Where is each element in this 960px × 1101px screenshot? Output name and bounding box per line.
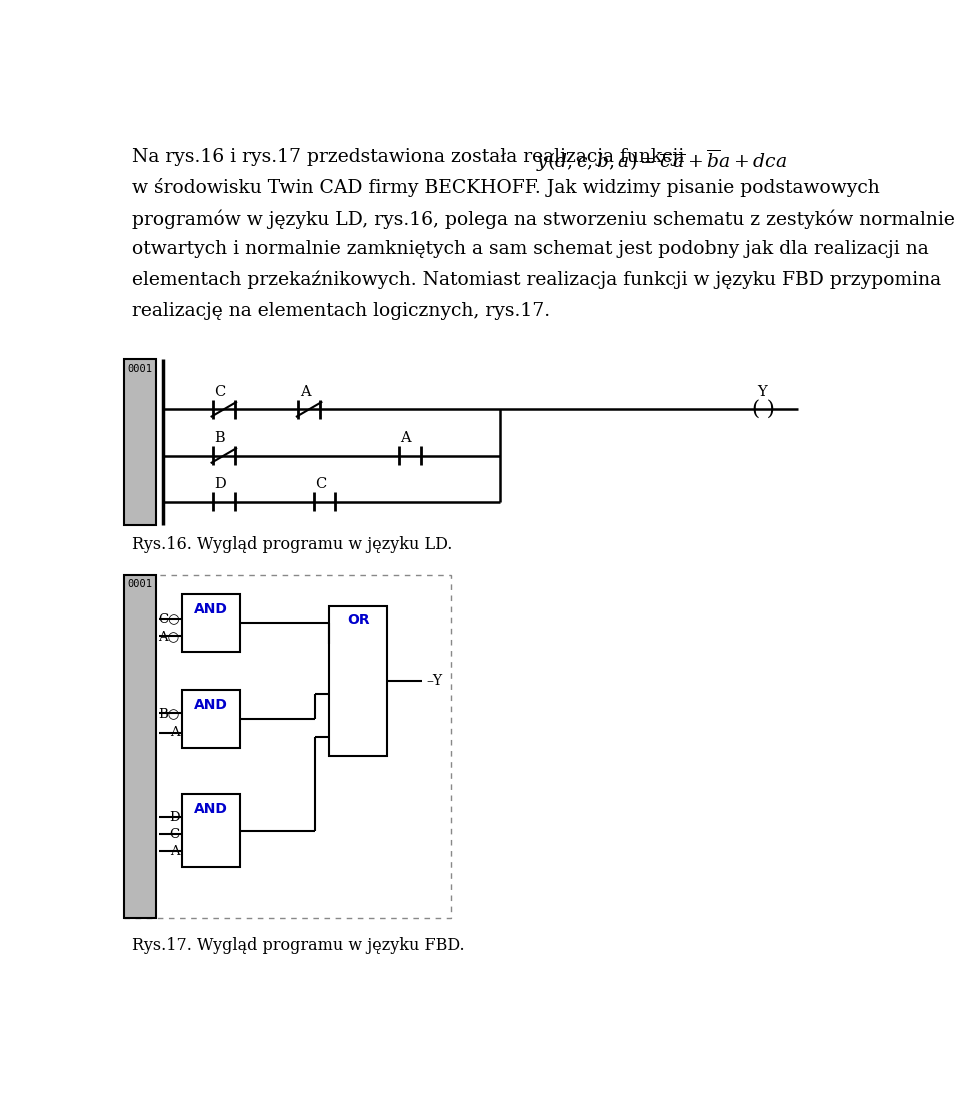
Text: B: B — [214, 430, 226, 445]
Bar — [182, 690, 240, 748]
Text: programów w języku LD, rys.16, polega na stworzeniu schematu z zestyków normalni: programów w języku LD, rys.16, polega na… — [132, 209, 954, 229]
Text: C: C — [170, 828, 180, 841]
Text: C: C — [214, 384, 226, 399]
Text: w środowisku Twin CAD firmy BECKHOFF. Jak widzimy pisanie podstawowych: w środowisku Twin CAD firmy BECKHOFF. Ja… — [132, 178, 879, 197]
Text: A: A — [170, 727, 180, 739]
Text: elementach przekaźnikowych. Natomiast realizacja funkcji w języku FBD przypomina: elementach przekaźnikowych. Natomiast re… — [132, 271, 941, 290]
Bar — [329, 606, 388, 755]
Text: OR: OR — [347, 613, 370, 628]
Bar — [124, 359, 156, 525]
Bar — [182, 794, 240, 868]
Text: C○: C○ — [158, 612, 180, 625]
Text: AND: AND — [194, 802, 228, 816]
Text: AND: AND — [194, 698, 228, 712]
Text: ( ): ( ) — [752, 400, 775, 418]
Text: –Y: –Y — [426, 674, 443, 688]
Text: otwartych i normalnie zamkniętych a sam schemat jest podobny jak dla realizacji : otwartych i normalnie zamkniętych a sam … — [132, 240, 928, 258]
Text: A: A — [400, 430, 411, 445]
Text: Na rys.16 i rys.17 przedstawiona została realizacja funkcji: Na rys.16 i rys.17 przedstawiona została… — [132, 148, 684, 165]
Text: AND: AND — [194, 602, 228, 615]
Text: D: D — [169, 811, 180, 824]
Text: B○: B○ — [158, 707, 180, 720]
Text: Rys.16. Wygląd programu w języku LD.: Rys.16. Wygląd programu w języku LD. — [132, 536, 452, 554]
Text: C: C — [315, 477, 326, 491]
Text: realizację na elementach logicznych, rys.17.: realizację na elementach logicznych, rys… — [132, 302, 550, 319]
Text: Rys.17. Wygląd programu w języku FBD.: Rys.17. Wygląd programu w języku FBD. — [132, 937, 465, 953]
Text: 0001: 0001 — [128, 364, 153, 374]
Text: A: A — [170, 844, 180, 858]
Text: A: A — [300, 384, 310, 399]
Text: Y: Y — [756, 384, 767, 399]
Bar — [124, 575, 156, 917]
Text: A○: A○ — [158, 630, 180, 643]
Text: D: D — [214, 477, 227, 491]
Text: $y(d,c,b,a) = \overline{c}\,\overline{a} + \overline{b}a + dca$: $y(d,c,b,a) = \overline{c}\,\overline{a}… — [531, 148, 787, 174]
Bar — [182, 595, 240, 652]
Bar — [124, 575, 451, 917]
Text: 0001: 0001 — [128, 579, 153, 589]
